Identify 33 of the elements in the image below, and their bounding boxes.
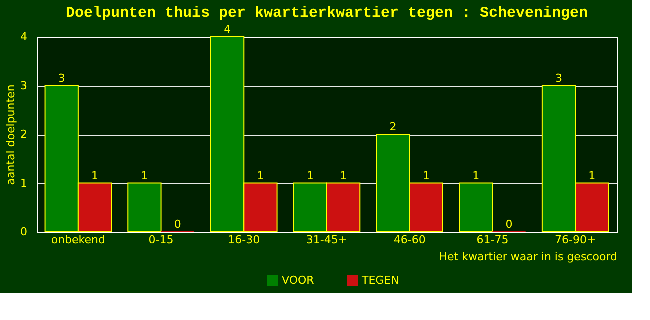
x-tick-label: 76-90+ xyxy=(554,234,596,246)
x-axis-title: Het kwartier waar in is gescoord xyxy=(439,250,618,264)
x-tick-label: 61-75 xyxy=(476,234,509,246)
data-label: 1 xyxy=(141,169,148,182)
data-label: 4 xyxy=(224,23,232,36)
bar xyxy=(459,182,494,232)
data-label: 1 xyxy=(92,169,98,182)
data-label: 0 xyxy=(506,218,513,231)
y-axis-title: aantal doelpunten xyxy=(4,84,18,186)
data-label: 1 xyxy=(306,169,314,182)
data-label: 3 xyxy=(556,72,562,85)
data-label: 1 xyxy=(588,169,596,182)
x-tick-label: 46-60 xyxy=(394,234,426,246)
y-tick-label: 0 xyxy=(20,226,28,238)
x-tick-label: onbekend xyxy=(51,234,106,246)
data-label: 1 xyxy=(422,169,430,182)
legend-label: TEGEN xyxy=(361,274,400,287)
y-tick-label: 4 xyxy=(20,30,28,44)
x-tick-label: 31-45+ xyxy=(306,234,348,246)
x-tick-label: 0-15 xyxy=(148,234,174,246)
data-label: 2 xyxy=(390,120,397,134)
data-label: 3 xyxy=(58,72,66,85)
y-tick-label: 2 xyxy=(20,128,28,141)
data-label: 1 xyxy=(257,169,264,182)
y-tick-label: 1 xyxy=(20,176,28,190)
data-label: 0 xyxy=(174,218,182,231)
legend-label: VOOR xyxy=(282,274,315,287)
data-label: 1 xyxy=(340,169,348,182)
x-tick-label: 16-30 xyxy=(228,234,260,246)
bar xyxy=(128,182,162,232)
chart-title: Doelpunten thuis per kwartierkwartier tegen : Scheveningen xyxy=(66,5,588,22)
y-tick-label: 3 xyxy=(20,79,28,92)
data-label: 1 xyxy=(472,169,480,182)
